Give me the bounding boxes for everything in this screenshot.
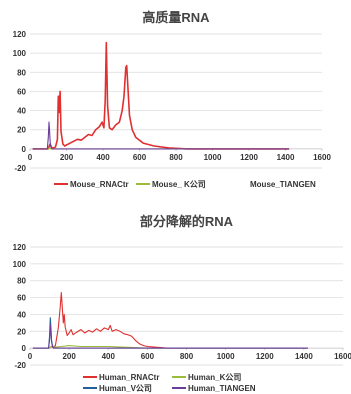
x-tick-label: 600 — [141, 352, 155, 361]
y-tick-label: 100 — [13, 49, 27, 58]
chart-title: 高质量RNA — [142, 10, 210, 25]
y-tick-label: -20 — [14, 164, 26, 173]
x-tick-label: 200 — [62, 352, 76, 361]
y-tick-label: 0 — [22, 344, 27, 353]
x-tick-label: 400 — [96, 153, 110, 162]
y-tick-label: 40 — [17, 310, 26, 319]
x-tick-label: 1600 — [313, 153, 331, 162]
series-line-Human_TIANGEN — [32, 323, 308, 349]
x-tick-label: 800 — [180, 352, 194, 361]
y-tick-label: 100 — [13, 260, 27, 269]
y-tick-label: 60 — [17, 294, 26, 303]
series-line-Human_RNACtr — [32, 291, 308, 349]
x-tick-label: 1200 — [240, 153, 258, 162]
y-tick-label: 0 — [22, 145, 27, 154]
y-tick-label: 80 — [17, 68, 26, 77]
legend-label: Human_K公司 — [188, 373, 241, 382]
x-tick-label: 1200 — [256, 352, 274, 361]
series-line-Mouse_RNACtr — [32, 41, 290, 150]
x-tick-label: 200 — [60, 153, 74, 162]
y-tick-label: 120 — [13, 30, 27, 39]
y-tick-label: -20 — [14, 361, 26, 370]
legend-label: Mouse_ K公司 — [152, 180, 206, 189]
series-line-Mouse_TIANGEN — [32, 121, 290, 150]
legend-label: Human_RNACtr — [99, 373, 159, 382]
y-tick-label: 60 — [17, 87, 26, 96]
x-tick-label: 600 — [133, 153, 147, 162]
y-tick-label: 80 — [17, 277, 26, 286]
x-tick-label: 0 — [28, 352, 33, 361]
legend-label: Mouse_TIANGEN — [250, 180, 316, 189]
x-tick-label: 1000 — [217, 352, 235, 361]
x-tick-label: 1400 — [295, 352, 313, 361]
chart-title: 部分降解的RNA — [140, 214, 234, 229]
legend-label: Human_V公司 — [99, 384, 152, 393]
series-line-Human_V公司 — [32, 317, 308, 349]
x-tick-label: 1400 — [277, 153, 295, 162]
x-tick-label: 0 — [28, 153, 33, 162]
legend-label: Human_TIANGEN — [188, 384, 256, 393]
y-tick-label: 40 — [17, 107, 26, 116]
x-tick-label: 1000 — [204, 153, 222, 162]
x-tick-label: 800 — [169, 153, 183, 162]
legend-label: Mouse_RNACtr — [70, 180, 129, 189]
y-tick-label: 120 — [13, 243, 27, 252]
x-tick-label: 1600 — [334, 352, 351, 361]
y-tick-label: 20 — [17, 126, 26, 135]
y-tick-label: 20 — [17, 327, 26, 336]
x-tick-label: 400 — [102, 352, 116, 361]
